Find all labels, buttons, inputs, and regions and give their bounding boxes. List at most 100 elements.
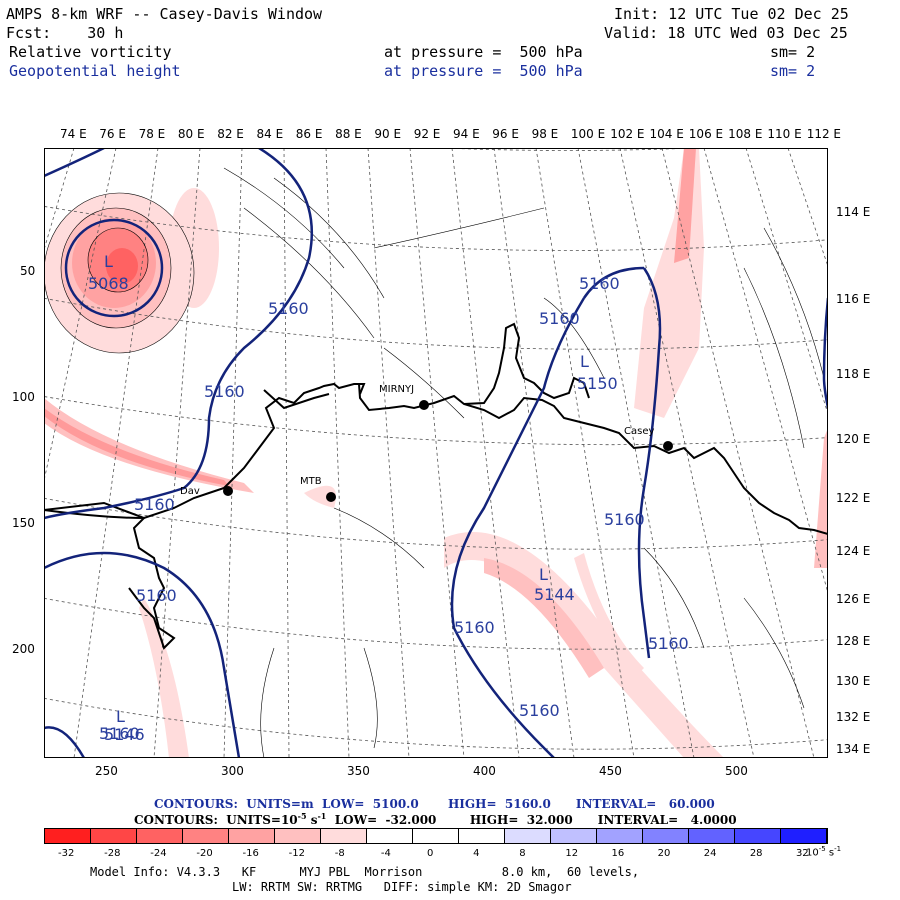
top-longitude-label: 74 E <box>60 127 87 141</box>
height-label: 5150 <box>577 374 618 393</box>
right-longitude-label: 116 E <box>836 292 871 306</box>
colorbar-label: -4 <box>380 848 391 859</box>
colorbar-swatch <box>229 829 275 843</box>
station-label: MTB <box>300 476 322 487</box>
colorbar-label: -16 <box>242 848 259 859</box>
top-longitude-label: 96 E <box>492 127 519 141</box>
colorbar-label: 32 <box>795 848 809 859</box>
station-label: Dav <box>180 486 200 497</box>
colorbar-label: 8 <box>519 848 526 859</box>
colorbar-swatch <box>689 829 735 843</box>
height-label: 5068 <box>88 274 129 293</box>
top-longitude-label: 112 E <box>806 127 841 141</box>
height-label: 5160 <box>204 382 245 401</box>
colorbar-label: 16 <box>611 848 625 859</box>
init-time: Init: 12 UTC Tue 02 Dec 25 <box>614 5 849 23</box>
colorbar-swatch <box>183 829 229 843</box>
top-longitude-label: 92 E <box>413 127 441 141</box>
station-marker <box>419 400 429 410</box>
colorbar-swatch <box>551 829 597 843</box>
colorbar-label: -32 <box>58 848 75 859</box>
colorbar-swatch <box>367 829 413 843</box>
right-longitude-label: 124 E <box>836 544 871 558</box>
field1-smoothing: sm= 2 <box>770 43 816 61</box>
right-longitude-label: 132 E <box>836 710 871 724</box>
field1-level: at pressure = 500 hPa <box>384 43 583 61</box>
height-label: 5160 <box>539 309 580 328</box>
right-longitude-label: 114 E <box>836 205 871 219</box>
colorbar-label: 4 <box>473 848 480 859</box>
colorbar-swatch <box>137 829 183 843</box>
height-label: L <box>104 252 113 271</box>
colorbar <box>44 828 828 844</box>
top-longitude-label: 100 E <box>570 127 606 141</box>
top-longitude-label: 80 E <box>177 127 205 141</box>
top-longitude-label: 88 E <box>335 127 362 141</box>
station-label: Casey <box>624 426 654 437</box>
valid-time: Valid: 18 UTC Wed 03 Dec 25 <box>604 24 848 42</box>
top-longitude-label: 104 E <box>649 127 684 141</box>
y-axis-label: 150 <box>12 516 35 530</box>
colorbar-label: -28 <box>104 848 121 859</box>
field2-name: Geopotential height <box>9 62 181 80</box>
colorbar-label: -24 <box>150 848 167 859</box>
top-longitude-label: 98 E <box>531 127 559 141</box>
height-label: L <box>116 707 125 726</box>
right-longitude-label: 130 E <box>836 674 871 688</box>
top-longitude-label: 76 E <box>99 127 126 141</box>
height-label: 5160 <box>454 618 495 637</box>
right-longitude-label: 128 E <box>836 634 871 648</box>
height-contour-info: CONTOURS: UNITS=m LOW= 5100.0 HIGH= 5160… <box>154 797 715 811</box>
colorbar-label: 24 <box>703 848 717 859</box>
top-longitude-label: 82 E <box>217 127 244 141</box>
colorbar-swatch <box>91 829 137 843</box>
vorticity-contours <box>44 167 825 758</box>
field2-smoothing: sm= 2 <box>770 62 816 80</box>
x-axis-label: 350 <box>347 764 370 778</box>
right-longitude-label: 120 E <box>836 432 871 446</box>
top-longitude-label: 84 E <box>256 127 284 141</box>
weather-map: 5068 5160 5160 5160 5160 5160 5160 5160 … <box>44 148 828 758</box>
height-label: 5160 <box>604 510 645 529</box>
station-marker <box>326 492 336 502</box>
colorbar-swatch <box>597 829 643 843</box>
height-labels: 5068 5160 5160 5160 5160 5160 5160 5160 … <box>88 252 689 744</box>
x-axis-label: 400 <box>473 764 496 778</box>
x-axis-label: 300 <box>221 764 244 778</box>
colorbar-label: 28 <box>749 848 763 859</box>
top-longitude-label: 78 E <box>138 127 166 141</box>
height-label: 5160 <box>136 586 177 605</box>
height-label: L <box>539 565 548 584</box>
vorticity-shading <box>44 148 828 758</box>
x-axis-label: 500 <box>725 764 748 778</box>
y-axis-label: 200 <box>12 642 35 656</box>
graticule <box>44 148 828 758</box>
station-marker <box>663 441 673 451</box>
colorbar-swatch <box>505 829 551 843</box>
height-label: 5160 <box>268 299 309 318</box>
colorbar-swatch <box>735 829 781 843</box>
right-longitude-label: 122 E <box>836 491 871 505</box>
right-longitude-label: 126 E <box>836 592 871 606</box>
x-axis-label: 250 <box>95 764 118 778</box>
top-longitude-label: 102 E <box>610 127 645 141</box>
height-label: 5146 <box>104 725 145 744</box>
top-longitude-label: 86 E <box>295 127 323 141</box>
height-label: L <box>580 352 589 371</box>
model-info: Model Info: V4.3.3 KF MYJ PBL Morrison 8… <box>90 865 640 879</box>
x-axis-label: 450 <box>599 764 622 778</box>
station-marker <box>223 486 233 496</box>
colorbar-label: -12 <box>288 848 305 859</box>
height-label: 5160 <box>99 724 140 743</box>
height-contours <box>44 148 828 758</box>
height-label: 5160 <box>648 634 689 653</box>
colorbar-label: 12 <box>565 848 579 859</box>
top-longitude-label: 108 E <box>728 127 763 141</box>
colorbar-unit: 10-5 s-1 <box>806 845 842 859</box>
colorbar-swatch <box>45 829 91 843</box>
height-label: 5160 <box>519 701 560 720</box>
colorbar-label: -20 <box>196 848 213 859</box>
colorbar-label: 20 <box>657 848 671 859</box>
station-label: MIRNYJ <box>379 384 414 395</box>
height-label: 5160 <box>579 274 620 293</box>
